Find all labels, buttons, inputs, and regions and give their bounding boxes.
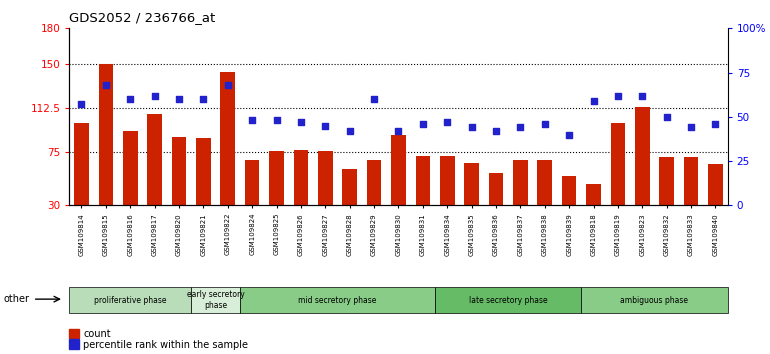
Bar: [659, 157, 674, 241]
Bar: [586, 184, 601, 241]
Bar: [343, 169, 357, 241]
Bar: [537, 160, 552, 241]
Bar: [99, 64, 113, 241]
Point: [417, 121, 429, 127]
Point: [149, 93, 161, 98]
Bar: [562, 176, 577, 241]
Bar: [220, 72, 235, 241]
Text: early secretory
phase: early secretory phase: [186, 290, 244, 310]
Bar: [240, 287, 435, 313]
Bar: [581, 287, 728, 313]
Point: [368, 96, 380, 102]
Point: [295, 119, 307, 125]
Point: [661, 114, 673, 120]
Text: other: other: [3, 294, 29, 304]
Point: [222, 82, 234, 88]
Text: count: count: [83, 329, 111, 339]
Point: [393, 128, 405, 134]
Point: [75, 102, 88, 107]
Text: percentile rank within the sample: percentile rank within the sample: [83, 340, 248, 350]
Bar: [391, 135, 406, 241]
Point: [343, 128, 356, 134]
Point: [709, 121, 721, 127]
Point: [539, 121, 551, 127]
Bar: [318, 151, 333, 241]
Bar: [293, 150, 308, 241]
Bar: [611, 123, 625, 241]
Point: [441, 119, 454, 125]
Bar: [489, 173, 504, 241]
Text: late secretory phase: late secretory phase: [469, 296, 547, 304]
Text: mid secretory phase: mid secretory phase: [298, 296, 377, 304]
Bar: [172, 137, 186, 241]
Bar: [245, 160, 259, 241]
Point: [465, 125, 477, 130]
Point: [514, 125, 527, 130]
Bar: [270, 151, 284, 241]
Point: [124, 96, 136, 102]
Bar: [513, 160, 527, 241]
Point: [563, 132, 575, 137]
Point: [270, 118, 283, 123]
Bar: [123, 131, 138, 241]
Bar: [464, 163, 479, 241]
Point: [636, 93, 648, 98]
Bar: [196, 138, 211, 241]
Bar: [635, 107, 650, 241]
Bar: [440, 156, 454, 241]
Bar: [191, 287, 240, 313]
Bar: [416, 156, 430, 241]
Bar: [367, 160, 381, 241]
Text: proliferative phase: proliferative phase: [94, 296, 166, 304]
Point: [319, 123, 331, 129]
Point: [611, 93, 624, 98]
Bar: [74, 123, 89, 241]
Bar: [435, 287, 581, 313]
Text: ambiguous phase: ambiguous phase: [621, 296, 688, 304]
Point: [685, 125, 698, 130]
Bar: [684, 157, 698, 241]
Bar: [708, 164, 723, 241]
Bar: [147, 114, 162, 241]
Bar: [69, 287, 191, 313]
Text: GDS2052 / 236766_at: GDS2052 / 236766_at: [69, 11, 216, 24]
Point: [490, 128, 502, 134]
Point: [100, 82, 112, 88]
Point: [197, 96, 209, 102]
Point: [172, 96, 185, 102]
Point: [588, 98, 600, 104]
Point: [246, 118, 259, 123]
